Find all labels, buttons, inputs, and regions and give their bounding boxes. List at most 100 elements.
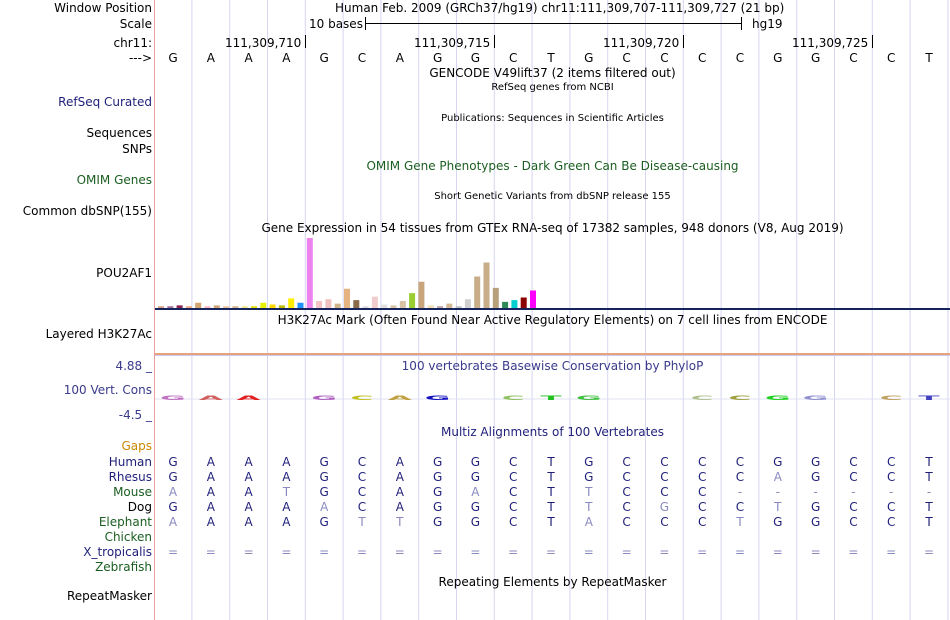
repeatmasker-track-title[interactable]: Repeating Elements by RepeatMasker (438, 575, 667, 589)
dna-base: C (849, 51, 858, 65)
chrom-label: chr11: (113, 36, 152, 50)
gtex-tissue-bar[interactable] (251, 306, 257, 308)
gtex-tissue-bar[interactable] (213, 305, 220, 308)
aligned-base: - (889, 485, 894, 499)
gtex-track-title[interactable]: Gene Expression in 54 tissues from GTEx … (261, 221, 844, 235)
gaps-label[interactable]: Gaps (121, 439, 152, 453)
gtex-tissue-bar[interactable] (483, 262, 490, 309)
dna-base: T (925, 51, 933, 65)
gtex-tissue-bar[interactable] (344, 288, 350, 308)
aligned-base: A (282, 515, 291, 529)
gtex-tissue-bar[interactable] (269, 304, 276, 309)
omim-track-title[interactable]: OMIM Gene Phenotypes - Dark Green Can Be… (366, 159, 739, 173)
gtex-tissue-bar[interactable] (260, 302, 267, 308)
aligned-base: = (205, 545, 216, 559)
aligned-base: G (168, 500, 178, 514)
gtex-tissue-bar[interactable] (399, 301, 406, 308)
species-label[interactable]: X_tropicalis (83, 545, 152, 559)
gtex-tissue-bar[interactable] (176, 305, 183, 308)
phylop-track-title[interactable]: 100 vertebrates Basewise Conservation by… (401, 359, 704, 373)
gtex-tissue-bar[interactable] (390, 305, 397, 308)
dna-base: G (810, 51, 821, 65)
phylop-base-letter: A (199, 395, 224, 402)
gtex-tissue-bar[interactable] (530, 290, 536, 309)
aligned-base: A (244, 515, 253, 529)
gtex-tissue-bar[interactable] (492, 287, 499, 308)
repeatmasker-label[interactable]: RepeatMasker (66, 589, 152, 603)
gtex-tissue-bar[interactable] (288, 298, 295, 308)
aligned-base: T (925, 515, 933, 529)
aligned-base: G (810, 500, 821, 514)
layered-h3k27ac-label[interactable]: Layered H3K27Ac (45, 327, 152, 341)
species-label[interactable]: Zebrafish (95, 560, 152, 574)
aligned-base: = (545, 545, 557, 559)
aligned-base: - (813, 485, 818, 499)
gtex-tissue-bar[interactable] (297, 302, 304, 308)
common-dbsnp-label[interactable]: Common dbSNP(155) (22, 204, 152, 218)
aligned-base: = (243, 545, 254, 559)
gtex-tissue-bar[interactable] (306, 238, 313, 308)
gtex-tissue-bar[interactable] (437, 306, 443, 308)
aligned-base: A (395, 455, 404, 469)
gtex-tissue-bar[interactable] (371, 296, 378, 308)
dbsnp-track-title[interactable]: Short Genetic Variants from dbSNP releas… (434, 191, 671, 202)
gtex-tissue-bar[interactable] (241, 306, 248, 308)
gtex-tissue-bar[interactable] (446, 303, 453, 308)
gtex-tissue-bar[interactable] (427, 305, 434, 308)
gtex-tissue-bar[interactable] (511, 300, 518, 308)
gtex-tissue-bar[interactable] (464, 299, 471, 308)
gtex-tissue-bar[interactable] (520, 297, 527, 309)
species-label[interactable]: Chicken (104, 530, 152, 544)
gtex-tissue-bar[interactable] (325, 299, 332, 308)
gtex-tissue-bar[interactable] (381, 304, 388, 309)
gtex-tissue-bar[interactable] (334, 303, 341, 308)
aligned-base: T (736, 515, 744, 529)
gtex-tissue-bar[interactable] (316, 301, 323, 308)
window-position-label: Window Position (54, 1, 152, 15)
aligned-base: G (432, 500, 443, 514)
pou2af1-label[interactable]: POU2AF1 (96, 266, 152, 280)
gtex-tissue-bar[interactable] (474, 276, 481, 309)
aligned-base: C (849, 515, 858, 529)
species-label[interactable]: Human (108, 455, 152, 469)
gtex-tissue-bar[interactable] (409, 293, 416, 308)
window-position-text[interactable]: Human Feb. 2009 (GRCh37/hg19) chr11:111,… (335, 1, 785, 15)
dna-base: G (319, 51, 329, 65)
aligned-base: T (925, 470, 933, 484)
gtex-tissue-bar[interactable] (232, 306, 239, 308)
ruler-tick-label: 111,309,725 (791, 36, 869, 50)
sequences-label[interactable]: Sequences (86, 126, 152, 140)
gtex-tissue-bar[interactable] (195, 302, 202, 308)
gtex-tissue-bar[interactable] (185, 306, 192, 308)
species-label[interactable]: Rhesus (108, 470, 152, 484)
omim-genes-label[interactable]: OMIM Genes (76, 173, 152, 187)
species-label[interactable]: Elephant (98, 515, 152, 529)
dna-base: C (697, 51, 707, 65)
ruler-tick-mark (494, 35, 496, 48)
gtex-tissue-bar[interactable] (167, 306, 174, 308)
gtex-tissue-bar[interactable] (158, 306, 164, 308)
aligned-base: T (396, 515, 404, 529)
phylop-base-letter: G (576, 395, 602, 402)
gtex-tissue-bar[interactable] (353, 300, 360, 308)
refseq-track-title[interactable]: RefSeq genes from NCBI (491, 82, 614, 93)
gtex-tissue-bar[interactable] (204, 306, 211, 308)
publications-track-title[interactable]: Publications: Sequences in Scientific Ar… (441, 113, 664, 124)
h3k27ac-track-title[interactable]: H3K27Ac Mark (Often Found Near Active Re… (277, 313, 828, 327)
species-label[interactable]: Mouse (113, 485, 152, 499)
gtex-bar-chart[interactable] (155, 236, 950, 308)
gtex-tissue-bar[interactable] (418, 281, 425, 308)
species-label[interactable]: Dog (127, 500, 152, 514)
refseq-curated-label[interactable]: RefSeq Curated (58, 95, 152, 109)
gtex-tissue-bar[interactable] (278, 305, 285, 308)
gtex-tissue-bar[interactable] (502, 301, 509, 308)
snps-label[interactable]: SNPs (122, 142, 152, 156)
gencode-track-title[interactable]: GENCODE V49lift37 (2 items filtered out) (429, 66, 676, 80)
vert-cons-label[interactable]: 100 Vert. Cons (63, 383, 152, 397)
multiz-track-title[interactable]: Multiz Alignments of 100 Vertebrates (440, 425, 665, 439)
gtex-tissue-bar[interactable] (223, 306, 230, 308)
gtex-tissue-bar[interactable] (455, 306, 462, 308)
gtex-tissue-bar[interactable] (362, 306, 369, 308)
aligned-base: A (206, 455, 215, 469)
